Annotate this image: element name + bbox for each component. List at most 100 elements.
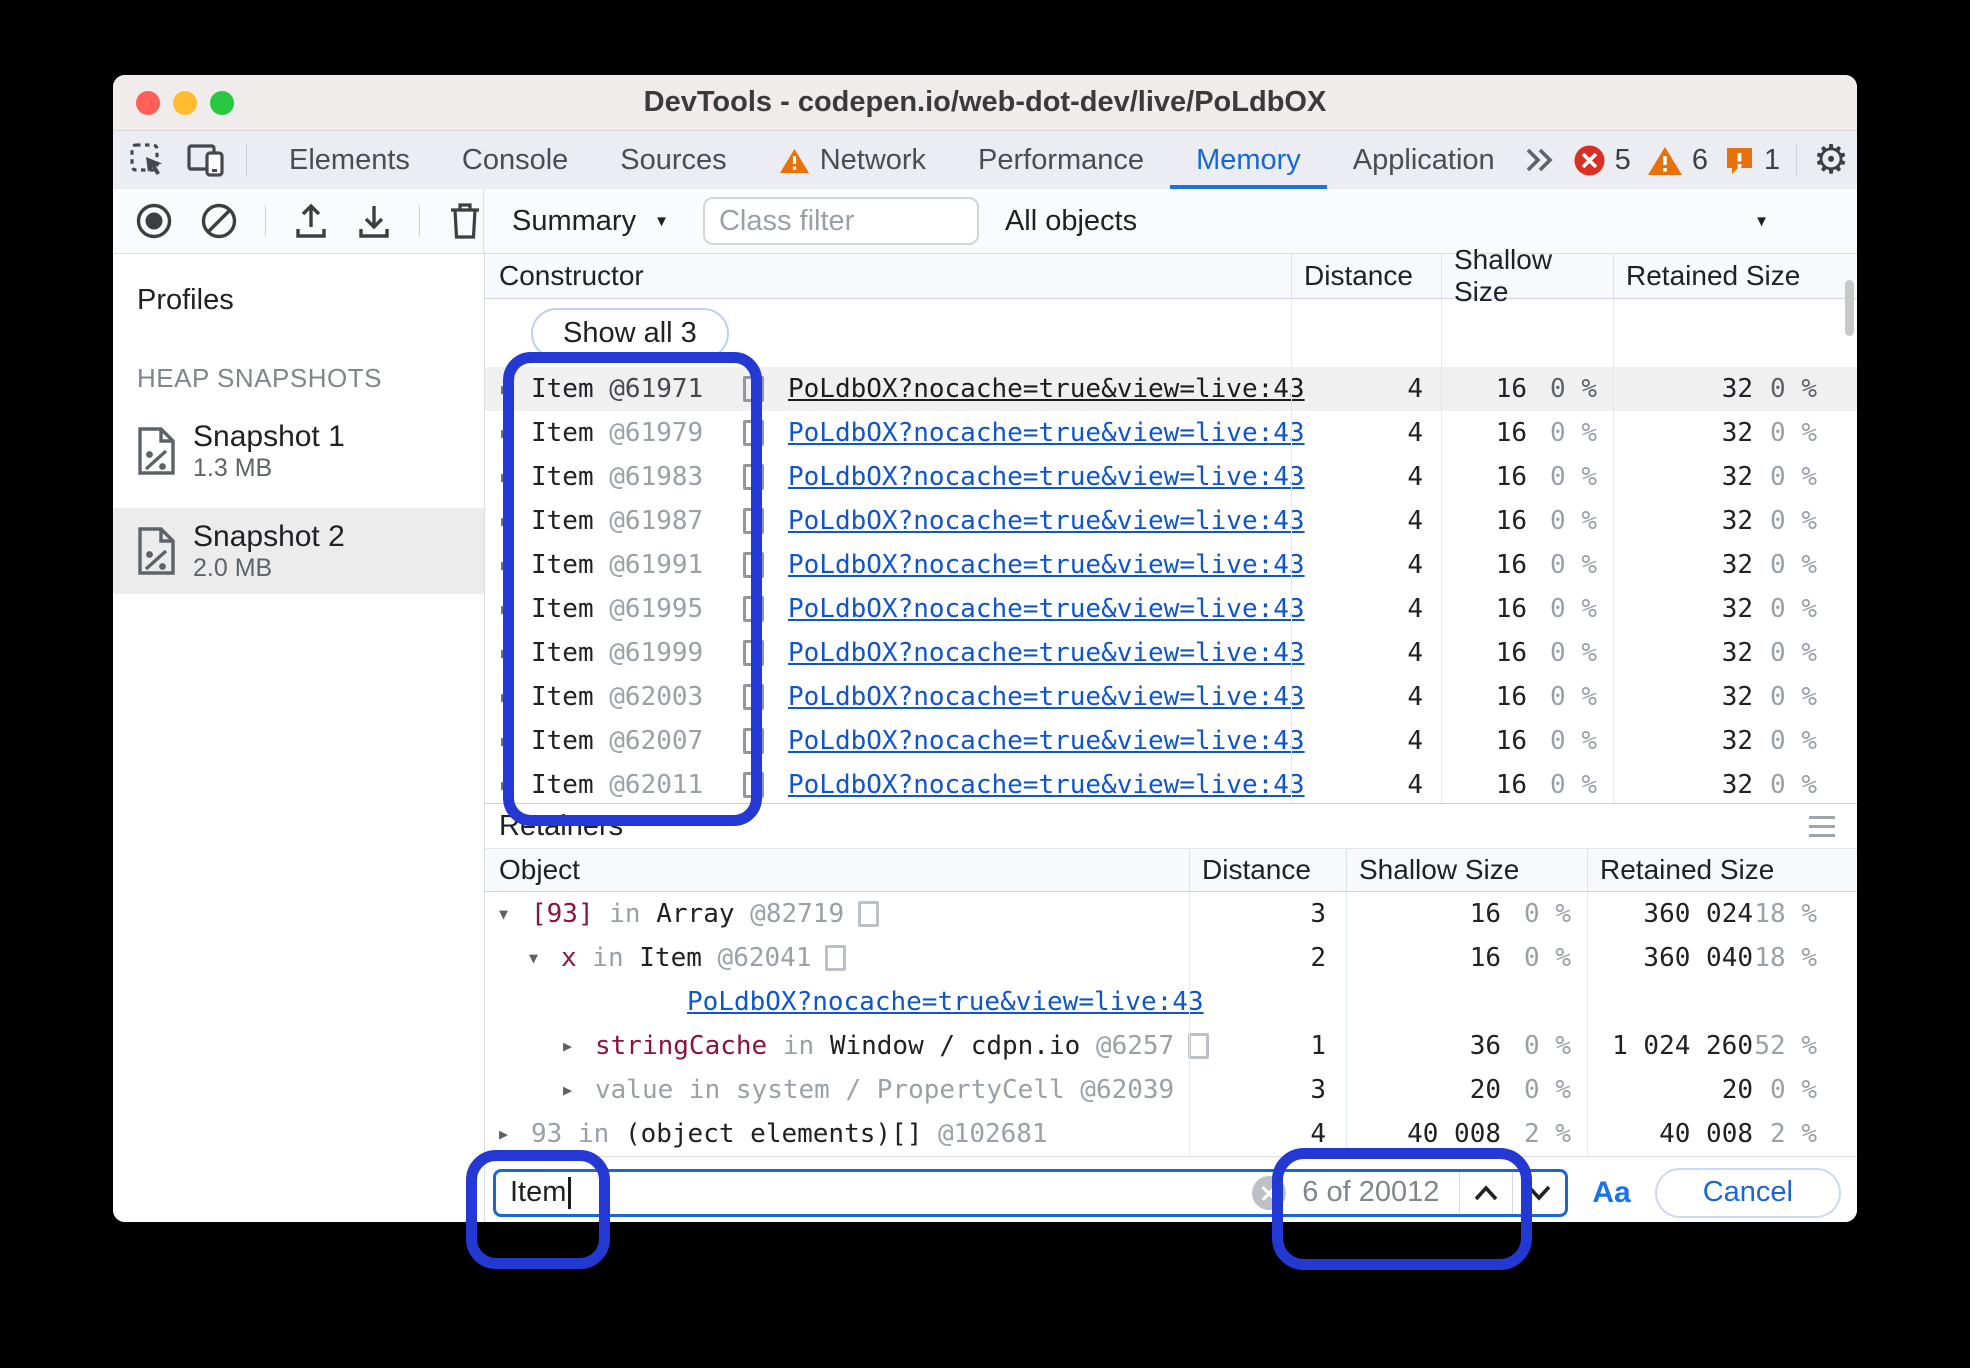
expand-arrow-icon[interactable]: ▶: [501, 468, 511, 486]
retainer-row[interactable]: ▶ stringCache in Window / cdpn.io @6257 1 3…: [485, 1024, 1857, 1068]
constructor-row[interactable]: ▶ Item @61979 PoLdbOX?nocache=true&view=li…: [485, 411, 1857, 455]
source-link[interactable]: PoLdbOX?nocache=true&view=live:43: [788, 506, 1305, 536]
constructor-row[interactable]: ▶ Item @61987 PoLdbOX?nocache=true&view=li…: [485, 499, 1857, 543]
constructor-row[interactable]: ▶ Item @62007 PoLdbOX?nocache=true&view=li…: [485, 719, 1857, 763]
tab-application[interactable]: Application: [1327, 131, 1521, 189]
console-warnings-badge[interactable]: 6: [1647, 144, 1708, 177]
source-link[interactable]: PoLdbOX?nocache=true&view=live:43: [788, 594, 1305, 624]
constructor-row[interactable]: ▶ Item @62011 PoLdbOX?nocache=true&view=li…: [485, 763, 1857, 803]
clear-search-icon[interactable]: [1252, 1175, 1287, 1210]
snapshot-item-2[interactable]: Snapshot 2 2.0 MB: [113, 508, 484, 594]
retainers-menu-icon[interactable]: [1809, 815, 1835, 837]
reveal-object-icon[interactable]: [743, 640, 764, 666]
column-header-constructor[interactable]: Constructor: [499, 260, 644, 291]
tab-memory[interactable]: Memory: [1170, 131, 1327, 189]
delete-profile-icon[interactable]: [447, 201, 483, 241]
expand-arrow-icon[interactable]: ▶: [501, 776, 511, 794]
retainer-row[interactable]: PoLdbOX?nocache=true&view=live:43: [485, 980, 1857, 1024]
expand-arrow-icon[interactable]: ▶: [501, 512, 511, 530]
previous-match-button[interactable]: [1460, 1172, 1512, 1214]
expand-arrow-icon[interactable]: ▶: [501, 556, 511, 574]
expand-arrow-icon[interactable]: ▶: [501, 688, 511, 706]
source-link[interactable]: PoLdbOX?nocache=true&view=live:43: [788, 682, 1305, 712]
source-link[interactable]: PoLdbOX?nocache=true&view=live:43: [788, 770, 1305, 800]
reveal-object-icon[interactable]: [743, 376, 764, 402]
source-link[interactable]: PoLdbOX?nocache=true&view=live:43: [788, 726, 1305, 756]
source-link[interactable]: PoLdbOX?nocache=true&view=live:43: [788, 374, 1305, 404]
tab-console[interactable]: Console: [436, 131, 594, 189]
clear-profiles-icon[interactable]: [200, 202, 238, 240]
expand-arrow-icon[interactable]: ▶: [501, 380, 511, 398]
inspect-element-icon[interactable]: [129, 142, 166, 179]
console-errors-badge[interactable]: 5: [1573, 144, 1631, 177]
retainer-row[interactable]: ▼ x in Item @62041 2 16 0 % 360 040 18 %: [485, 936, 1857, 980]
show-all-button[interactable]: Show all 3: [531, 307, 729, 359]
object-filter-select[interactable]: All objects ▼: [979, 205, 1857, 238]
source-link[interactable]: PoLdbOX?nocache=true&view=live:43: [687, 987, 1204, 1017]
reveal-object-icon[interactable]: [743, 508, 764, 534]
constructor-row[interactable]: ▶ Item @61999 PoLdbOX?nocache=true&view=li…: [485, 631, 1857, 675]
constructor-row[interactable]: ▶ Item @61983 PoLdbOX?nocache=true&view=li…: [485, 455, 1857, 499]
vertical-scrollbar[interactable]: [1845, 280, 1854, 336]
expand-arrow-icon[interactable]: ▶: [563, 1037, 573, 1055]
collapse-arrow-icon[interactable]: ▼: [499, 905, 509, 923]
devtools-tabbar: Elements Console Sources Network Performance…: [113, 131, 1857, 189]
collapse-arrow-icon[interactable]: ▼: [529, 949, 539, 967]
column-header-shallow-size[interactable]: Shallow Size: [1441, 244, 1613, 307]
source-link[interactable]: PoLdbOX?nocache=true&view=live:43: [788, 462, 1305, 492]
cancel-button[interactable]: Cancel: [1654, 1167, 1841, 1218]
expand-arrow-icon[interactable]: ▶: [563, 1081, 573, 1099]
snapshot-item-1[interactable]: Snapshot 1 1.3 MB: [113, 408, 484, 494]
expand-arrow-icon[interactable]: ▶: [501, 600, 511, 618]
column-header-retained-size[interactable]: Retained Size: [1587, 849, 1857, 891]
minimize-window-button[interactable]: [173, 90, 197, 115]
tab-elements[interactable]: Elements: [263, 131, 436, 189]
more-tabs-icon[interactable]: [1521, 145, 1557, 175]
column-header-distance[interactable]: Distance: [1189, 849, 1346, 891]
reveal-object-icon[interactable]: [743, 684, 764, 710]
reveal-object-icon[interactable]: [743, 420, 764, 446]
column-header-shallow-size[interactable]: Shallow Size: [1346, 849, 1587, 891]
column-header-object[interactable]: Object: [499, 854, 580, 885]
column-header-distance[interactable]: Distance: [1291, 254, 1441, 298]
zoom-window-button[interactable]: [210, 90, 234, 115]
tab-sources[interactable]: Sources: [594, 131, 752, 189]
expand-arrow-icon[interactable]: ▶: [501, 644, 511, 662]
load-profile-icon[interactable]: [293, 202, 329, 240]
tab-network[interactable]: Network: [753, 131, 952, 189]
constructor-row[interactable]: ▶ Item @61991 PoLdbOX?nocache=true&view=li…: [485, 543, 1857, 587]
reveal-object-icon[interactable]: [743, 772, 764, 798]
expand-arrow-icon[interactable]: ▶: [501, 732, 511, 750]
next-match-button[interactable]: [1513, 1172, 1565, 1214]
source-link[interactable]: PoLdbOX?nocache=true&view=live:43: [788, 550, 1305, 580]
close-window-button[interactable]: [136, 90, 160, 115]
reveal-object-icon[interactable]: [858, 901, 880, 927]
tab-performance[interactable]: Performance: [952, 131, 1170, 189]
retainer-row[interactable]: ▶ 93 in (object elements)[] @102681 4 40 00…: [485, 1112, 1857, 1156]
source-link[interactable]: PoLdbOX?nocache=true&view=live:43: [788, 638, 1305, 668]
save-profile-icon[interactable]: [356, 202, 392, 240]
device-toolbar-icon[interactable]: [186, 142, 226, 178]
record-heap-snapshot-icon[interactable]: [135, 202, 173, 240]
perspective-select[interactable]: Summary ▼: [502, 205, 679, 238]
source-link[interactable]: PoLdbOX?nocache=true&view=live:43: [788, 418, 1305, 448]
constructor-row[interactable]: ▶ Item @61995 PoLdbOX?nocache=true&view=li…: [485, 587, 1857, 631]
retainer-row[interactable]: ▼ [93] in Array @82719 3 16 0 % 360 024 18 %: [485, 892, 1857, 936]
match-case-toggle[interactable]: Aa: [1592, 1175, 1631, 1209]
expand-arrow-icon[interactable]: ▶: [501, 424, 511, 442]
reveal-object-icon[interactable]: [743, 728, 764, 754]
reveal-object-icon[interactable]: [743, 552, 764, 578]
reveal-object-icon[interactable]: [743, 596, 764, 622]
expand-arrow-icon[interactable]: ▶: [499, 1125, 509, 1143]
reveal-object-icon[interactable]: [743, 464, 764, 490]
column-header-retained-size[interactable]: Retained Size: [1613, 254, 1857, 298]
issues-badge[interactable]: 1: [1724, 144, 1780, 177]
retainer-row[interactable]: ▶ value in system / PropertyCell @62039 3 2…: [485, 1068, 1857, 1112]
constructor-row[interactable]: ▶ Item @62003 PoLdbOX?nocache=true&view=li…: [485, 675, 1857, 719]
class-filter-input[interactable]: Class filter: [702, 197, 979, 245]
settings-gear-icon[interactable]: ⚙: [1813, 138, 1849, 182]
find-input[interactable]: Item 6 of 20012: [493, 1168, 1569, 1217]
reveal-object-icon[interactable]: [825, 945, 847, 971]
constructor-row[interactable]: ▶ Item @61971 PoLdbOX?nocache=true&view=li…: [485, 367, 1857, 411]
value-cell: 40 008 2 %: [1587, 1112, 1857, 1156]
